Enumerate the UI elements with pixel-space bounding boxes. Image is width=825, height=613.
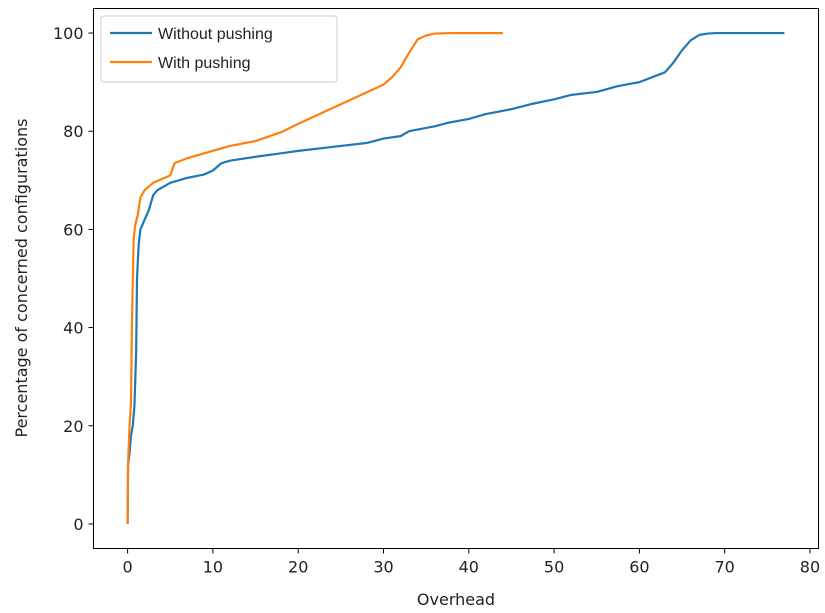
- series-line-2: [126, 31, 503, 524]
- legend: Without pushing With pushing: [100, 15, 338, 83]
- y-tick-label: 40: [63, 319, 83, 338]
- x-tick-label: 50: [544, 558, 564, 577]
- y-tick-label: 80: [63, 122, 83, 141]
- y-tick-label: 100: [53, 24, 84, 43]
- x-tick-label: 70: [714, 558, 734, 577]
- x-tick-label: 60: [629, 558, 649, 577]
- plot-frame: [93, 8, 819, 549]
- legend-box: [100, 15, 338, 83]
- legend-label-1: Without pushing: [158, 26, 273, 43]
- series-layer: [126, 31, 785, 524]
- x-tick-label: 0: [123, 558, 133, 577]
- y-tick-label: 0: [73, 515, 83, 534]
- x-axis-label: Overhead: [417, 590, 495, 609]
- x-tick-label: 80: [800, 558, 820, 577]
- x-tick-label: 40: [459, 558, 479, 577]
- x-tick-label: 30: [373, 558, 393, 577]
- y-axis-label: Percentage of concerned configurations: [12, 119, 31, 438]
- y-tick-label: 20: [63, 417, 83, 436]
- y-tick-label: 60: [63, 220, 83, 239]
- x-tick-label: 10: [203, 558, 223, 577]
- legend-label-2: With pushing: [158, 55, 251, 72]
- ticks-layer: 0 10 20 30 40 50 60 70 80 0 20 40 60 80 100: [53, 24, 820, 576]
- series-line-1: [126, 31, 785, 524]
- x-tick-label: 20: [288, 558, 308, 577]
